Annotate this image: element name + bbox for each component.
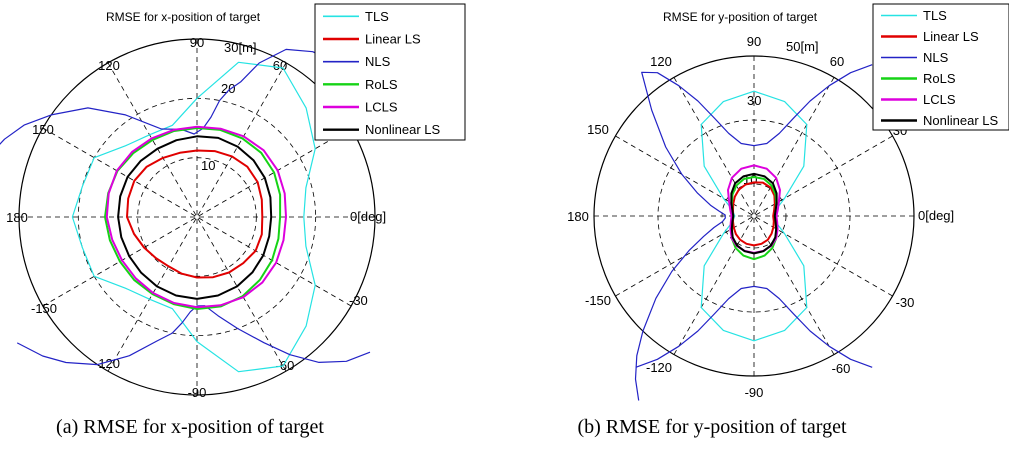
series-nls bbox=[16, 305, 371, 366]
series-group bbox=[0, 48, 371, 373]
legend-label: TLS bbox=[365, 9, 389, 24]
polar-frame bbox=[593, 55, 915, 377]
caption-y-rmse: (b) RMSE for y-position of target bbox=[577, 416, 847, 438]
series-nonlinear-ls bbox=[730, 172, 778, 255]
radial-tick-label: 20 bbox=[221, 81, 235, 96]
angle-tick-label: 150 bbox=[587, 122, 609, 137]
legend-box bbox=[314, 3, 466, 141]
polar-chart-x-rmse: 102030[m]0[deg]306090120150180-150-120-9… bbox=[0, 3, 466, 400]
angle-tick-label: 180 bbox=[567, 209, 589, 224]
angle-tick-label: -90 bbox=[188, 385, 207, 400]
series-nls bbox=[634, 64, 873, 401]
radial-tick-label: 50[m] bbox=[786, 39, 819, 54]
legend-box bbox=[872, 3, 1009, 131]
legend-label: RoLS bbox=[923, 71, 956, 86]
grid-ring bbox=[657, 119, 851, 313]
series-rols bbox=[104, 127, 282, 310]
grid-ring bbox=[137, 157, 257, 277]
angle-tick-label: -30 bbox=[896, 295, 915, 310]
series-tls bbox=[71, 61, 316, 373]
caption-x-rmse: (a) RMSE for x-position of target bbox=[56, 416, 324, 438]
radial-tick-label: 30[m] bbox=[224, 40, 257, 55]
legend-label: Linear LS bbox=[923, 29, 979, 44]
angle-tick-label: 60 bbox=[830, 54, 844, 69]
legend: TLS Linear LS NLS RoLS LCLS Nonlinear LS bbox=[314, 3, 466, 141]
grid-spoke bbox=[42, 127, 352, 307]
angle-tick-label: -90 bbox=[745, 385, 764, 400]
grid-spoke bbox=[107, 62, 287, 372]
angle-tick-label: -60 bbox=[276, 358, 295, 373]
legend-label: Nonlinear LS bbox=[923, 113, 998, 128]
angle-tick-label: -60 bbox=[832, 361, 851, 376]
series-linear-ls bbox=[126, 149, 264, 279]
polar-frame bbox=[18, 38, 376, 396]
legend-label: RoLS bbox=[365, 77, 398, 92]
legend-label: NLS bbox=[923, 50, 949, 65]
polar-grid bbox=[594, 56, 914, 376]
series-group bbox=[634, 64, 873, 401]
chart-title: RMSE for y-position of target bbox=[663, 10, 818, 24]
angle-tick-label: -120 bbox=[94, 356, 120, 371]
angle-tick-label: 180 bbox=[6, 210, 28, 225]
angle-tick-label: 120 bbox=[98, 58, 120, 73]
angle-tick-label: -30 bbox=[349, 293, 368, 308]
radial-tick-label: 30 bbox=[747, 93, 761, 108]
series-nonlinear-ls bbox=[117, 135, 273, 300]
polar-chart-y-rmse: 103050[m]0[deg]306090120150180-150-120-9… bbox=[567, 3, 1009, 401]
legend-label: NLS bbox=[365, 54, 391, 69]
angle-tick-label: -150 bbox=[31, 301, 57, 316]
series-tls bbox=[700, 90, 808, 342]
legend-label: Linear LS bbox=[365, 32, 421, 47]
legend-label: TLS bbox=[923, 8, 947, 23]
angle-tick-label: 0[deg] bbox=[918, 208, 954, 223]
angle-tick-label: 0[deg] bbox=[350, 209, 386, 224]
series-nls bbox=[0, 48, 361, 145]
series-nls bbox=[635, 285, 873, 368]
angle-tick-label: 90 bbox=[190, 35, 204, 50]
angle-tick-label: -150 bbox=[585, 293, 611, 308]
angle-tick-label: 120 bbox=[650, 54, 672, 69]
grid-ring bbox=[721, 183, 787, 249]
legend-label: LCLS bbox=[365, 100, 398, 115]
legend-label: Nonlinear LS bbox=[365, 122, 440, 137]
chart-title: RMSE for x-position of target bbox=[106, 10, 261, 24]
legend: TLS Linear LS NLS RoLS LCLS Nonlinear LS bbox=[872, 3, 1009, 131]
legend-label: LCLS bbox=[923, 92, 956, 107]
series-lcls bbox=[105, 125, 287, 309]
angle-tick-label: 150 bbox=[32, 122, 54, 137]
angle-tick-label: 90 bbox=[747, 34, 761, 49]
angle-tick-label: -120 bbox=[646, 360, 672, 375]
radial-tick-label: 10 bbox=[201, 158, 215, 173]
